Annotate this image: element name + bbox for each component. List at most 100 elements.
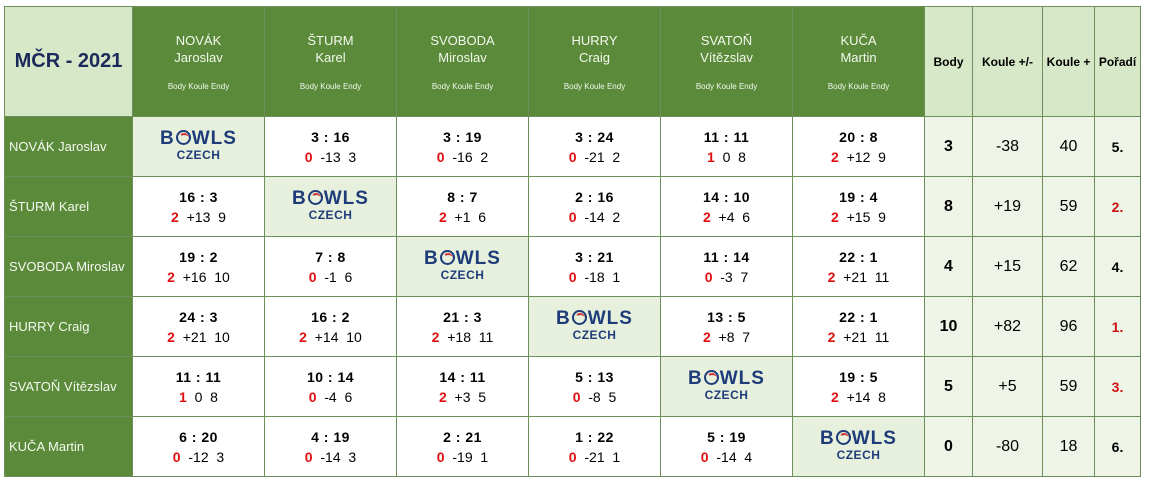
column-header-diff: Koule +/-: [972, 6, 1043, 117]
match-ball-diff: +13: [186, 208, 211, 225]
match-ends: 8: [738, 148, 746, 165]
row-player-name: SVATOŇ Vítězslav: [4, 356, 133, 417]
match-points: 2: [167, 268, 175, 285]
match-ends: 7: [742, 328, 751, 345]
self-match-cell: B WLS CZECH: [132, 116, 265, 177]
header-row: MČR - 2021 NOVÁK Jaroslav Body Koule End…: [4, 6, 1141, 117]
logo-word: B WLS: [424, 249, 501, 268]
match-score: 2 : 21: [443, 428, 482, 445]
ball-difference: +19: [972, 176, 1043, 237]
logo-word: B WLS: [556, 309, 633, 328]
match-points: 1: [707, 148, 715, 165]
self-match-cell: B WLS CZECH: [396, 236, 529, 297]
column-header-rank: Pořadí: [1094, 6, 1141, 117]
column-firstname: Martin: [840, 50, 877, 65]
match-score: 22 : 1: [839, 248, 878, 265]
match-result-cell: 2 : 16 0 -14 2: [528, 176, 661, 237]
match-points: 2: [831, 388, 839, 405]
column-firstname: Vítězslav: [700, 50, 753, 65]
match-detail: 2 +13 9: [133, 207, 264, 227]
match-score: 5 : 19: [707, 428, 746, 445]
match-score: 21 : 3: [443, 308, 482, 325]
column-header-body: Body: [924, 6, 973, 117]
final-rank: 2.: [1094, 176, 1141, 237]
match-ends: 10: [346, 328, 362, 345]
match-score: 19 : 5: [839, 368, 878, 385]
match-ball-diff: +14: [846, 388, 871, 405]
match-ball-diff: -12: [188, 448, 209, 465]
total-points: 0: [924, 416, 973, 477]
match-detail: 2 +18 11: [397, 327, 528, 347]
match-ends: 1: [480, 448, 489, 465]
match-points: 2: [438, 388, 447, 405]
logo-letters: WLS: [587, 308, 633, 329]
logo-subword: CZECH: [308, 208, 353, 222]
final-rank: 6.: [1094, 416, 1141, 477]
column-surname: SVATOŇ: [700, 33, 753, 48]
column-subheader: Body Koule Endy: [299, 82, 362, 91]
column-subheader: Body Koule Endy: [827, 82, 890, 91]
column-header-player: SVATOŇ Vítězslav Body Koule Endy: [660, 6, 793, 117]
column-surname: NOVÁK: [175, 33, 222, 48]
match-ends: 1: [612, 448, 621, 465]
logo-letters: WLS: [455, 248, 501, 269]
match-points: 0: [568, 148, 577, 165]
match-ball-diff: -14: [584, 208, 605, 225]
column-header-player: NOVÁK Jaroslav Body Koule Endy: [132, 6, 265, 117]
match-result-cell: 3 : 19 0 -16 2: [396, 116, 529, 177]
results-table: MČR - 2021 NOVÁK Jaroslav Body Koule End…: [4, 6, 1141, 477]
match-ball-diff: -14: [716, 448, 737, 465]
match-detail: 0 -16 2: [397, 147, 528, 167]
match-ball-diff: -13: [320, 148, 341, 165]
balls-scored: 59: [1042, 176, 1095, 237]
logo-letter: B: [556, 308, 571, 329]
match-ball-diff: +18: [447, 328, 471, 345]
match-ball-diff: -3: [720, 268, 733, 285]
match-detail: 2 +16 10: [133, 267, 264, 287]
logo-subword: CZECH: [704, 388, 749, 402]
bowl-icon: [307, 190, 323, 205]
match-points: 2: [831, 208, 839, 225]
match-ball-diff: +1: [454, 208, 471, 225]
match-result-cell: 6 : 20 0 -12 3: [132, 416, 265, 477]
column-header-player: HURRY Craig Body Koule Endy: [528, 6, 661, 117]
match-ends: 3: [348, 148, 357, 165]
match-ends: 10: [214, 328, 230, 345]
match-ball-diff: -1: [324, 268, 337, 285]
match-score: 3 : 21: [575, 248, 614, 265]
match-detail: 0 -12 3: [133, 447, 264, 467]
match-points: 2: [827, 268, 836, 285]
column-header-player: KUČA Martin Body Koule Endy: [792, 6, 925, 117]
column-header-plus: Koule +: [1042, 6, 1095, 117]
match-score: 4 : 19: [311, 428, 350, 445]
final-rank: 4.: [1094, 236, 1141, 297]
match-ball-diff: +8: [718, 328, 735, 345]
match-ball-diff: +21: [843, 268, 867, 285]
match-ball-diff: +15: [846, 208, 871, 225]
column-firstname: Miroslav: [438, 50, 487, 65]
match-ends: 9: [218, 208, 226, 225]
logo-letter: B: [424, 248, 439, 269]
match-score: 5 : 13: [575, 368, 614, 385]
match-points: 2: [702, 328, 711, 345]
table-row: SVATOŇ Vítězslav 11 : 11 1 0 8 10 : 14 0 -4 …: [4, 356, 1141, 417]
column-firstname: Karel: [315, 50, 346, 65]
match-ball-diff: +16: [182, 268, 207, 285]
match-ends: 2: [612, 208, 621, 225]
match-detail: 0 -13 3: [265, 147, 396, 167]
bowl-icon: [175, 130, 191, 145]
bowls-czech-logo: B WLS CZECH: [688, 369, 765, 401]
self-match-cell: B WLS CZECH: [792, 416, 925, 477]
match-detail: 2 +14 10: [265, 327, 396, 347]
match-ball-diff: -21: [584, 448, 605, 465]
ball-difference: -80: [972, 416, 1043, 477]
match-score: 3 : 19: [443, 128, 482, 145]
match-points: 2: [167, 328, 175, 345]
match-points: 2: [827, 328, 836, 345]
logo-letters: WLS: [191, 128, 237, 149]
column-firstname: Craig: [578, 50, 611, 65]
